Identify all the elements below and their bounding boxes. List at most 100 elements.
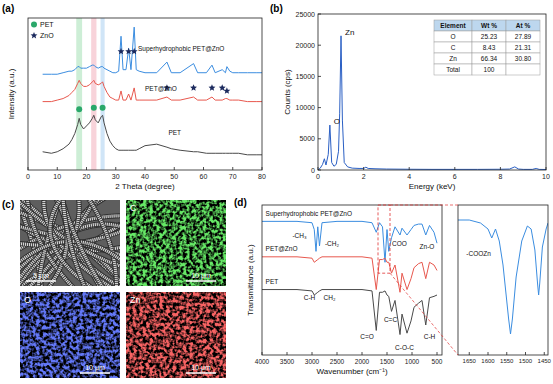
tick [312,352,313,355]
table-cell [472,42,506,53]
series-label: PET@ZnO [145,85,177,92]
table-text: Total [446,66,460,73]
tick-label: 10 [53,173,61,180]
scale-bar [80,372,110,374]
element-map [126,200,226,286]
legend-label: PET [40,21,54,28]
axis-label: 2 Theta (degree) [115,182,175,191]
map-background [126,292,226,378]
tick [454,167,455,170]
band [76,18,82,170]
annotation: C-O-C [395,344,414,351]
series-line [262,290,437,335]
tick-label: 4 [407,173,411,180]
zoom-connector [390,273,458,355]
tick [318,14,321,15]
annotation: COO [392,240,407,247]
tick [28,167,29,170]
frame [262,205,442,355]
fiber [44,200,117,286]
annotation: C-H [304,294,316,301]
table-cell [472,20,506,31]
panel-label: (b) [270,3,283,14]
tick [318,45,321,46]
tick [362,352,363,355]
table-text: Element [440,22,466,29]
tick-label: 4000 [255,358,270,365]
marker [125,48,132,55]
tick-label: 25000 [296,11,316,18]
table-cell [472,64,506,75]
tick [363,167,364,170]
annotation: -COOZn [466,250,491,257]
annotation: -CH₃ [292,232,307,239]
tick-label: 10 [542,173,550,180]
marker [118,48,125,55]
series-line [262,221,437,262]
chart: 16501600155015001450-COOZn [458,205,552,364]
tick-label: 40 [141,173,149,180]
tick-label: 10000 [296,104,316,111]
marker [91,105,97,111]
scale-bar-label: 10 μm [85,364,105,372]
tick-label: 1550 [500,358,514,364]
tick [546,167,547,170]
legend-symbol [31,22,37,28]
tick-label: 0 [311,167,315,174]
scale-bar [26,280,56,282]
tick [469,352,470,355]
annotation: -CH₂ [325,240,340,247]
table-text: 30.80 [515,55,532,62]
tick [544,352,545,355]
scale-bar [186,372,216,374]
scale-bar-label: 10 μm [191,272,211,280]
image-tile: C10 μm [126,200,226,286]
series-line [318,36,546,170]
table-text: At % [516,22,531,29]
chart: 02468100500010000150002000025000Energy (… [270,3,550,191]
tick [262,352,263,355]
frame [458,205,548,355]
fiber-shadow [63,200,87,286]
annotation: C-H [424,333,436,340]
tick [409,167,410,170]
series-label: PET [168,129,181,136]
image [20,292,120,378]
axis-label: Energy (keV) [409,182,456,191]
annotation: CH₂ [324,294,336,301]
legend-label: ZnO [40,32,54,39]
series-line [43,115,262,155]
fiber-shadow [50,200,97,286]
tick [115,167,116,170]
table-text: C [451,44,456,51]
image-tile: 5 μm [14,195,128,291]
tick [318,107,321,108]
panel-label: (c) [2,199,14,210]
figure: 010203040506070802 Theta (degree)Intensi… [0,0,553,384]
annotation: Zn-O [420,243,435,250]
map-background [126,200,226,286]
chart: 4000350030002500200015001000500Wavenumbe… [234,197,443,376]
tick-label: 1500 [380,358,395,365]
table-cell [434,53,472,64]
tick-label: 20 [83,173,91,180]
marker [209,84,216,91]
table-cell [434,31,472,42]
panel-label: (a) [2,3,14,14]
zoom-connector [390,205,458,206]
table-cell [506,31,540,42]
chart: 010203040506070802 Theta (degree)Intensi… [2,3,266,191]
tick [318,76,321,77]
tick [262,167,263,170]
tick-label: 6 [453,173,457,180]
tick [337,352,338,355]
axis-label: Wavenumber (cm⁻¹) [316,367,387,376]
tick [86,167,87,170]
marker [100,105,106,111]
table-text: 66.34 [481,55,498,62]
scale-bar-label: 5 μm [33,272,49,280]
tick-label: 1500 [519,358,533,364]
series-line [458,220,548,334]
tick-label: 1600 [481,358,495,364]
axis-label: Counts (cps) [283,69,292,115]
